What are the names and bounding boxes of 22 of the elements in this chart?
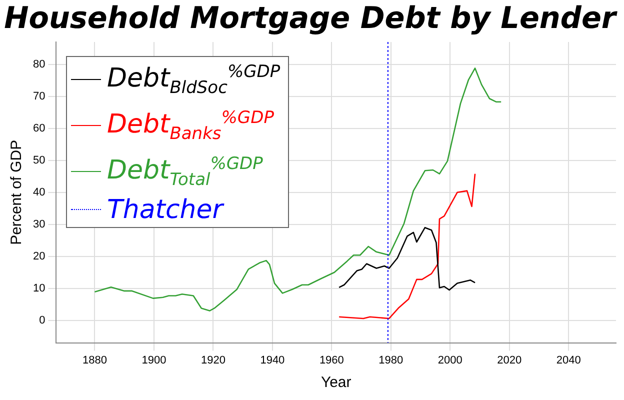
y-tick-label: 50 — [32, 154, 46, 166]
ref-line-label: Thatcher — [107, 194, 223, 225]
x-axis-title: Year — [320, 374, 352, 392]
y-tick-label: 30 — [32, 218, 46, 230]
x-tick-label: 1940 — [260, 354, 285, 366]
y-tick-label: 80 — [32, 58, 46, 70]
x-tick-label: 1900 — [142, 354, 166, 366]
y-tick-label: 10 — [32, 282, 46, 294]
x-tick-label: 2000 — [438, 354, 462, 366]
x-tick-label: 1880 — [82, 354, 107, 366]
x-tick-label: 1960 — [319, 354, 344, 366]
x-tick-label: 2040 — [556, 354, 581, 366]
y-tick-label: 60 — [32, 122, 46, 134]
y-tick-label: 70 — [32, 90, 46, 102]
y-tick-label: 20 — [32, 250, 46, 262]
chart-title: Household Mortgage Debt by Lender — [4, 0, 618, 36]
y-tick-label: 0 — [39, 314, 46, 326]
x-tick-label: 1980 — [378, 354, 404, 366]
x-tick-label: 2020 — [497, 354, 522, 366]
y-axis-title: Percent of GDP — [8, 140, 26, 245]
y-tick-label: 40 — [32, 186, 46, 198]
x-tick-label: 1920 — [200, 354, 226, 366]
